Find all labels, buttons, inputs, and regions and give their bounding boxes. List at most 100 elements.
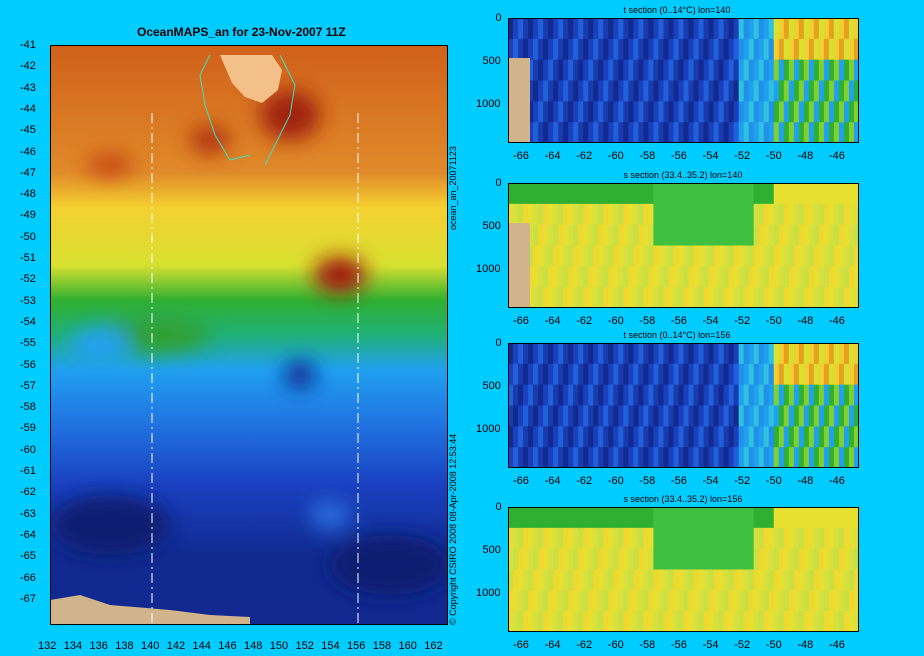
- section-cell: [733, 447, 740, 468]
- section-cell: [598, 38, 605, 61]
- section-cell: [518, 611, 525, 632]
- section-cell: [628, 548, 635, 571]
- section-cell: [638, 80, 645, 103]
- section-cell: [803, 245, 810, 268]
- section-cell: [608, 548, 615, 571]
- section-cell: [838, 122, 845, 143]
- section-cell: [668, 447, 675, 468]
- section-cell: [508, 183, 515, 205]
- section-cell: [793, 101, 800, 124]
- section-cell: [623, 38, 630, 61]
- section-cell: [728, 183, 735, 205]
- section-cell: [608, 590, 615, 613]
- section-cell: [823, 245, 830, 268]
- section-cell: [748, 611, 755, 632]
- section-cell: [563, 183, 570, 205]
- section-cell: [583, 266, 590, 289]
- section-cell: [833, 59, 840, 82]
- section-cell: [738, 38, 745, 61]
- section-cell: [733, 122, 740, 143]
- section-cell: [793, 122, 800, 143]
- section-cell: [798, 426, 805, 449]
- section-lat-tick: -46: [829, 639, 845, 651]
- section-cell: [628, 507, 635, 529]
- section-cell: [573, 101, 580, 124]
- section-cell: [818, 363, 825, 386]
- section-lat-tick: -60: [607, 150, 624, 162]
- section-cell: [603, 426, 610, 449]
- section-cell: [823, 384, 830, 407]
- section-cell: [838, 266, 845, 289]
- section-cell: [563, 18, 570, 40]
- section-title-s140: s section (33.4..35.2) lon=140: [623, 170, 743, 180]
- section-cell: [528, 426, 535, 449]
- section-cell: [598, 80, 605, 103]
- section-cell: [788, 405, 795, 428]
- section-cell: [838, 527, 845, 550]
- section-cell: [848, 266, 855, 289]
- lon-tick-label: 144: [192, 640, 211, 652]
- section-cell: [838, 38, 845, 61]
- section-cell: [728, 426, 735, 449]
- section-cell: [668, 266, 675, 289]
- section-cell: [603, 287, 610, 308]
- section-cell: [688, 405, 695, 428]
- section-cell: [703, 266, 710, 289]
- section-cell: [558, 343, 565, 365]
- section-cell: [543, 384, 550, 407]
- section-cell: [613, 590, 620, 613]
- section-cell: [768, 80, 775, 103]
- section-cell: [673, 363, 680, 386]
- section-cell: [708, 18, 715, 40]
- section-cell: [573, 569, 580, 592]
- section-cell: [798, 183, 805, 205]
- section-cell: [723, 203, 730, 226]
- section-cell: [543, 548, 550, 571]
- section-cell: [593, 343, 600, 365]
- section-cell: [633, 384, 640, 407]
- section-cell: [628, 203, 635, 226]
- section-cell: [543, 590, 550, 613]
- section-cell: [598, 384, 605, 407]
- section-cell: [638, 405, 645, 428]
- section-cell: [613, 363, 620, 386]
- section-cell: [618, 266, 625, 289]
- section-cell: [753, 426, 760, 449]
- section-cell: [743, 224, 750, 247]
- section-cell: [703, 548, 710, 571]
- section-cell: [533, 122, 540, 143]
- section-cell: [818, 101, 825, 124]
- section-cell: [583, 224, 590, 247]
- section-cell: [633, 101, 640, 124]
- section-cell: [668, 343, 675, 365]
- lon-tick-label: 148: [244, 640, 263, 652]
- section-cell: [788, 507, 795, 529]
- section-cell: [753, 101, 760, 124]
- section-cell: [613, 245, 620, 268]
- section-cell: [843, 590, 850, 613]
- section-cell: [688, 384, 695, 407]
- section-cell: [753, 384, 760, 407]
- section-cell: [633, 183, 640, 205]
- section-cell: [663, 101, 670, 124]
- section-cell: [668, 405, 675, 428]
- section-cell: [843, 507, 850, 529]
- section-cell: [753, 527, 760, 550]
- section-cell: [603, 343, 610, 365]
- section-cell: [793, 245, 800, 268]
- section-cell: [638, 245, 645, 268]
- section-cell: [693, 343, 700, 365]
- section-cell: [808, 569, 815, 592]
- section-cell: [578, 507, 585, 529]
- section-cell: [533, 18, 540, 40]
- section-cell: [658, 203, 665, 226]
- section-cell: [703, 122, 710, 143]
- section-cell: [673, 447, 680, 468]
- section-cell: [683, 363, 690, 386]
- section-cell: [723, 183, 730, 205]
- section-cell: [808, 245, 815, 268]
- section-cell: [713, 405, 720, 428]
- section-cell: [688, 122, 695, 143]
- section-cell: [768, 266, 775, 289]
- section-cell: [578, 266, 585, 289]
